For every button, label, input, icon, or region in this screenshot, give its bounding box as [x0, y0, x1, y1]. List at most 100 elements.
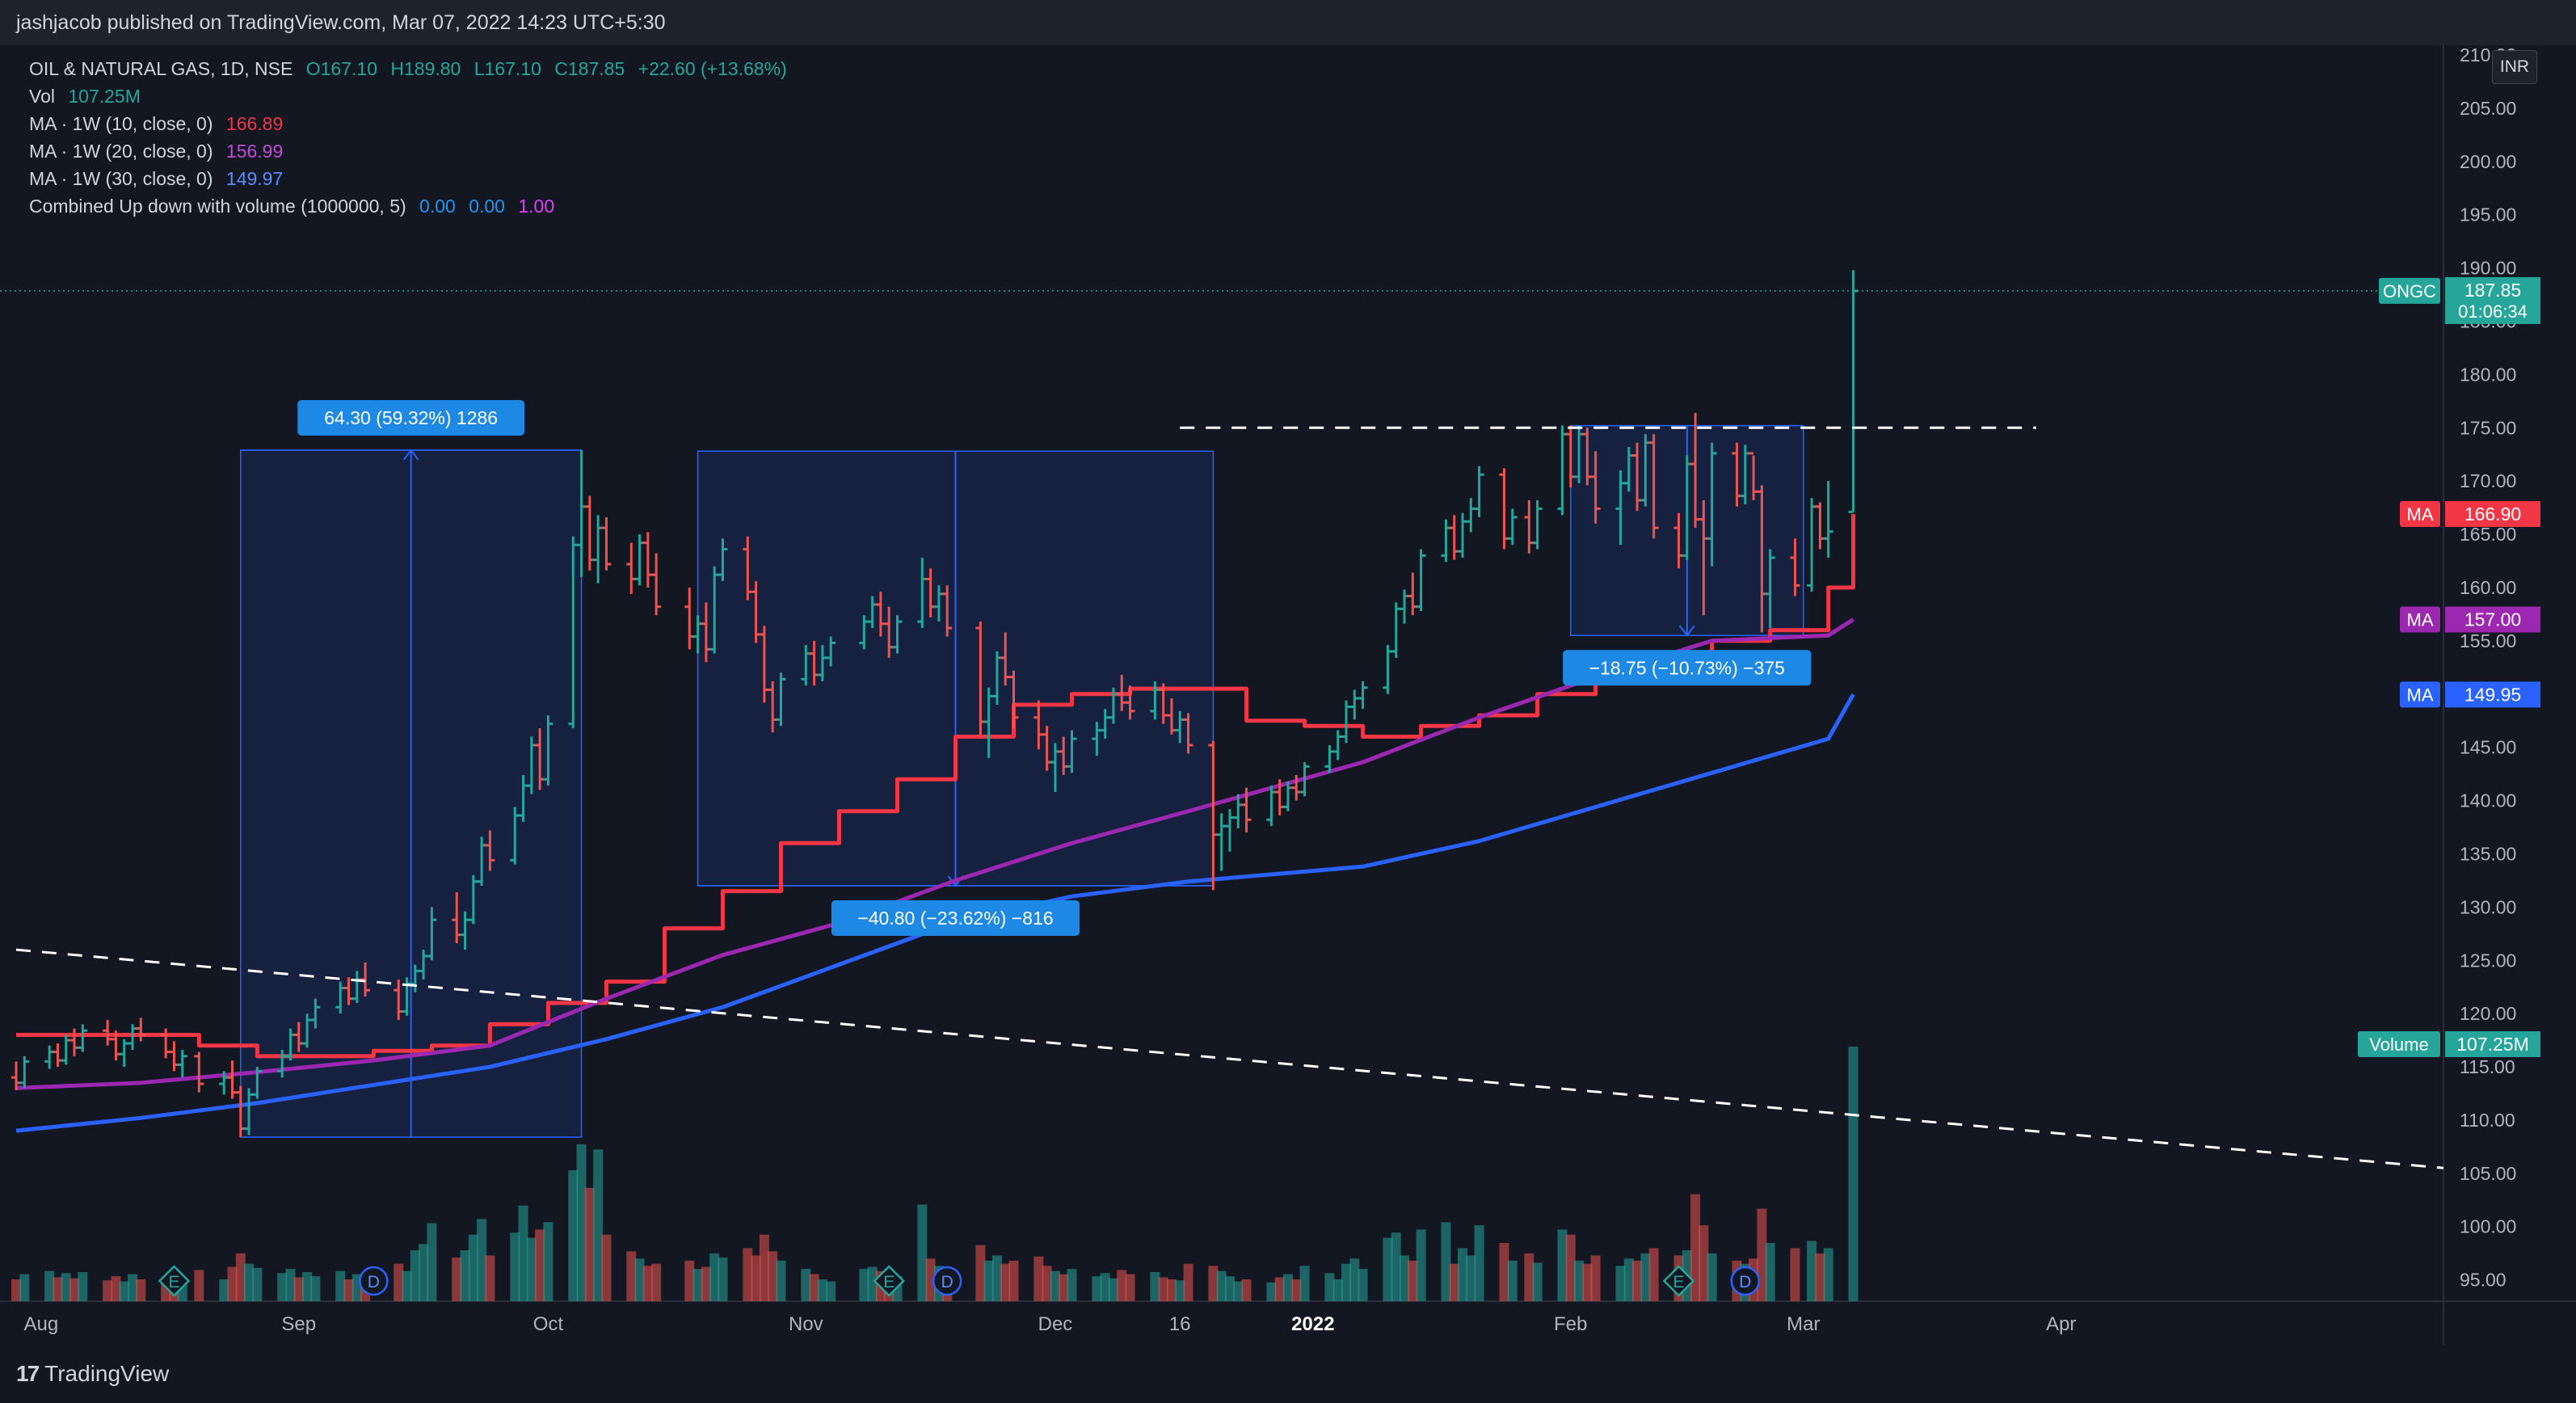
volume-bar: [419, 1244, 429, 1301]
legend-ma10-row[interactable]: MA · 1W (10, close, 0) 166.89: [29, 110, 787, 137]
event-dividend-icon: D: [932, 1266, 962, 1296]
svg-text:187.85: 187.85: [2464, 280, 2521, 301]
volume-bar: [826, 1281, 836, 1301]
volume-bar: [543, 1222, 554, 1301]
volume-bar: [1158, 1277, 1168, 1301]
x-tick-label: Aug: [24, 1313, 59, 1335]
legend-symbol-row[interactable]: OIL & NATURAL GAS, 1D, NSE O167.10 H189.…: [29, 55, 787, 82]
volume-bar: [701, 1266, 711, 1301]
volume-bar: [1216, 1270, 1227, 1301]
volume-bar: [1632, 1260, 1643, 1301]
volume-bar: [1383, 1237, 1393, 1301]
currency-button[interactable]: INR: [2492, 50, 2537, 84]
volume-bar: [809, 1274, 819, 1301]
volume-bar: [776, 1260, 786, 1301]
y-tick-label: 140.00: [2460, 790, 2516, 811]
svg-text:MA: MA: [2407, 610, 2434, 630]
volume-bar: [1790, 1248, 1800, 1301]
trendline: [15, 948, 2444, 1169]
brand-name: TradingView: [44, 1361, 170, 1386]
volume-bar: [1092, 1276, 1102, 1301]
volume-bar: [1458, 1248, 1468, 1301]
volume-bar: [1690, 1194, 1701, 1301]
volume-bar: [402, 1270, 412, 1301]
volume-bar: [1441, 1222, 1451, 1301]
volume-bar: [1291, 1279, 1302, 1301]
volume-bar: [510, 1232, 520, 1301]
svg-text:157.00: 157.00: [2464, 609, 2521, 630]
volume-bar: [293, 1277, 304, 1301]
volume-bar: [718, 1258, 728, 1301]
volume-bar: [1648, 1248, 1659, 1301]
x-tick-label: Dec: [1038, 1313, 1073, 1335]
volume-bar: [1274, 1277, 1285, 1301]
volume-bar: [684, 1260, 695, 1301]
volume-bar: [302, 1272, 313, 1301]
volume-bar: [1117, 1270, 1127, 1301]
volume-bar: [576, 1144, 587, 1301]
legend-vol-label: Vol: [29, 86, 55, 107]
volume-bar: [593, 1149, 604, 1301]
svg-text:E: E: [1673, 1273, 1685, 1291]
volume-bar: [1050, 1270, 1060, 1301]
y-tick-label: 110.00: [2460, 1110, 2515, 1131]
volume-bar: [743, 1248, 753, 1301]
x-tick-label: Sep: [281, 1313, 316, 1335]
volume-bar: [244, 1263, 255, 1301]
volume-bar: [1033, 1256, 1044, 1301]
volume-bar: [1623, 1258, 1634, 1301]
volume-bar: [136, 1279, 146, 1301]
legend-combined-v1: 0.00: [419, 196, 456, 217]
volume-bar: [1042, 1266, 1052, 1301]
volume-bar: [1807, 1241, 1817, 1301]
volume-bar: [975, 1245, 986, 1301]
price-label-volume: Volume 107.25M: [2358, 1031, 2540, 1057]
legend-ma20-row[interactable]: MA · 1W (20, close, 0) 156.99: [29, 137, 787, 165]
footer-bar: [0, 1345, 2576, 1403]
volume-bar: [1408, 1260, 1418, 1301]
volume-bar: [1557, 1229, 1568, 1301]
volume-bar: [343, 1279, 354, 1301]
volume-bar: [1125, 1274, 1135, 1301]
volume-bar: [460, 1250, 470, 1301]
y-tick-label: 170.00: [2460, 470, 2516, 491]
y-tick-label: 95.00: [2460, 1270, 2507, 1291]
volume-bar: [817, 1279, 827, 1301]
tradingview-brand[interactable]: 17 TradingView: [16, 1361, 169, 1387]
legend-close: C187.85: [554, 58, 625, 79]
y-tick-label: 190.00: [2460, 258, 2516, 279]
volume-bar: [634, 1258, 645, 1301]
volume-bar: [925, 1258, 936, 1301]
volume-bar: [53, 1277, 63, 1301]
volume-bar: [128, 1274, 138, 1301]
legend-combined-row[interactable]: Combined Up down with volume (1000000, 5…: [29, 192, 787, 220]
volume-bar: [1067, 1269, 1077, 1301]
measure-label: −40.80 (−23.62%) −816: [857, 908, 1053, 929]
x-tick-label: Feb: [1554, 1313, 1587, 1335]
legend-ma30-row[interactable]: MA · 1W (30, close, 0) 149.97: [29, 165, 787, 192]
volume-bar: [1823, 1248, 1833, 1301]
volume-bar: [1532, 1262, 1543, 1301]
y-tick-label: 130.00: [2460, 896, 2516, 917]
volume-bar: [1391, 1232, 1401, 1301]
volume-bar: [1357, 1269, 1368, 1301]
y-tick-label: 105.00: [2460, 1163, 2516, 1184]
volume-bar: [584, 1187, 595, 1301]
y-tick-label: 155.00: [2460, 630, 2516, 651]
y-tick-label: 135.00: [2460, 843, 2516, 864]
volume-bar: [991, 1255, 1002, 1301]
legend-vol-row[interactable]: Vol 107.25M: [29, 82, 787, 110]
volume-bar: [335, 1270, 346, 1301]
event-dividend-icon: D: [1730, 1266, 1761, 1296]
svg-text:149.95: 149.95: [2464, 684, 2521, 705]
svg-text:Volume: Volume: [2369, 1034, 2428, 1055]
volume-bar: [801, 1269, 811, 1301]
volume-bar: [394, 1263, 404, 1301]
legend-ma20-value: 156.99: [225, 141, 284, 162]
volume-bar: [485, 1255, 495, 1301]
volume-bar: [601, 1234, 612, 1301]
volume-bar: [535, 1229, 545, 1301]
legend-ma10-label: MA · 1W (10, close, 0): [29, 113, 213, 134]
volume-bar: [410, 1250, 420, 1301]
